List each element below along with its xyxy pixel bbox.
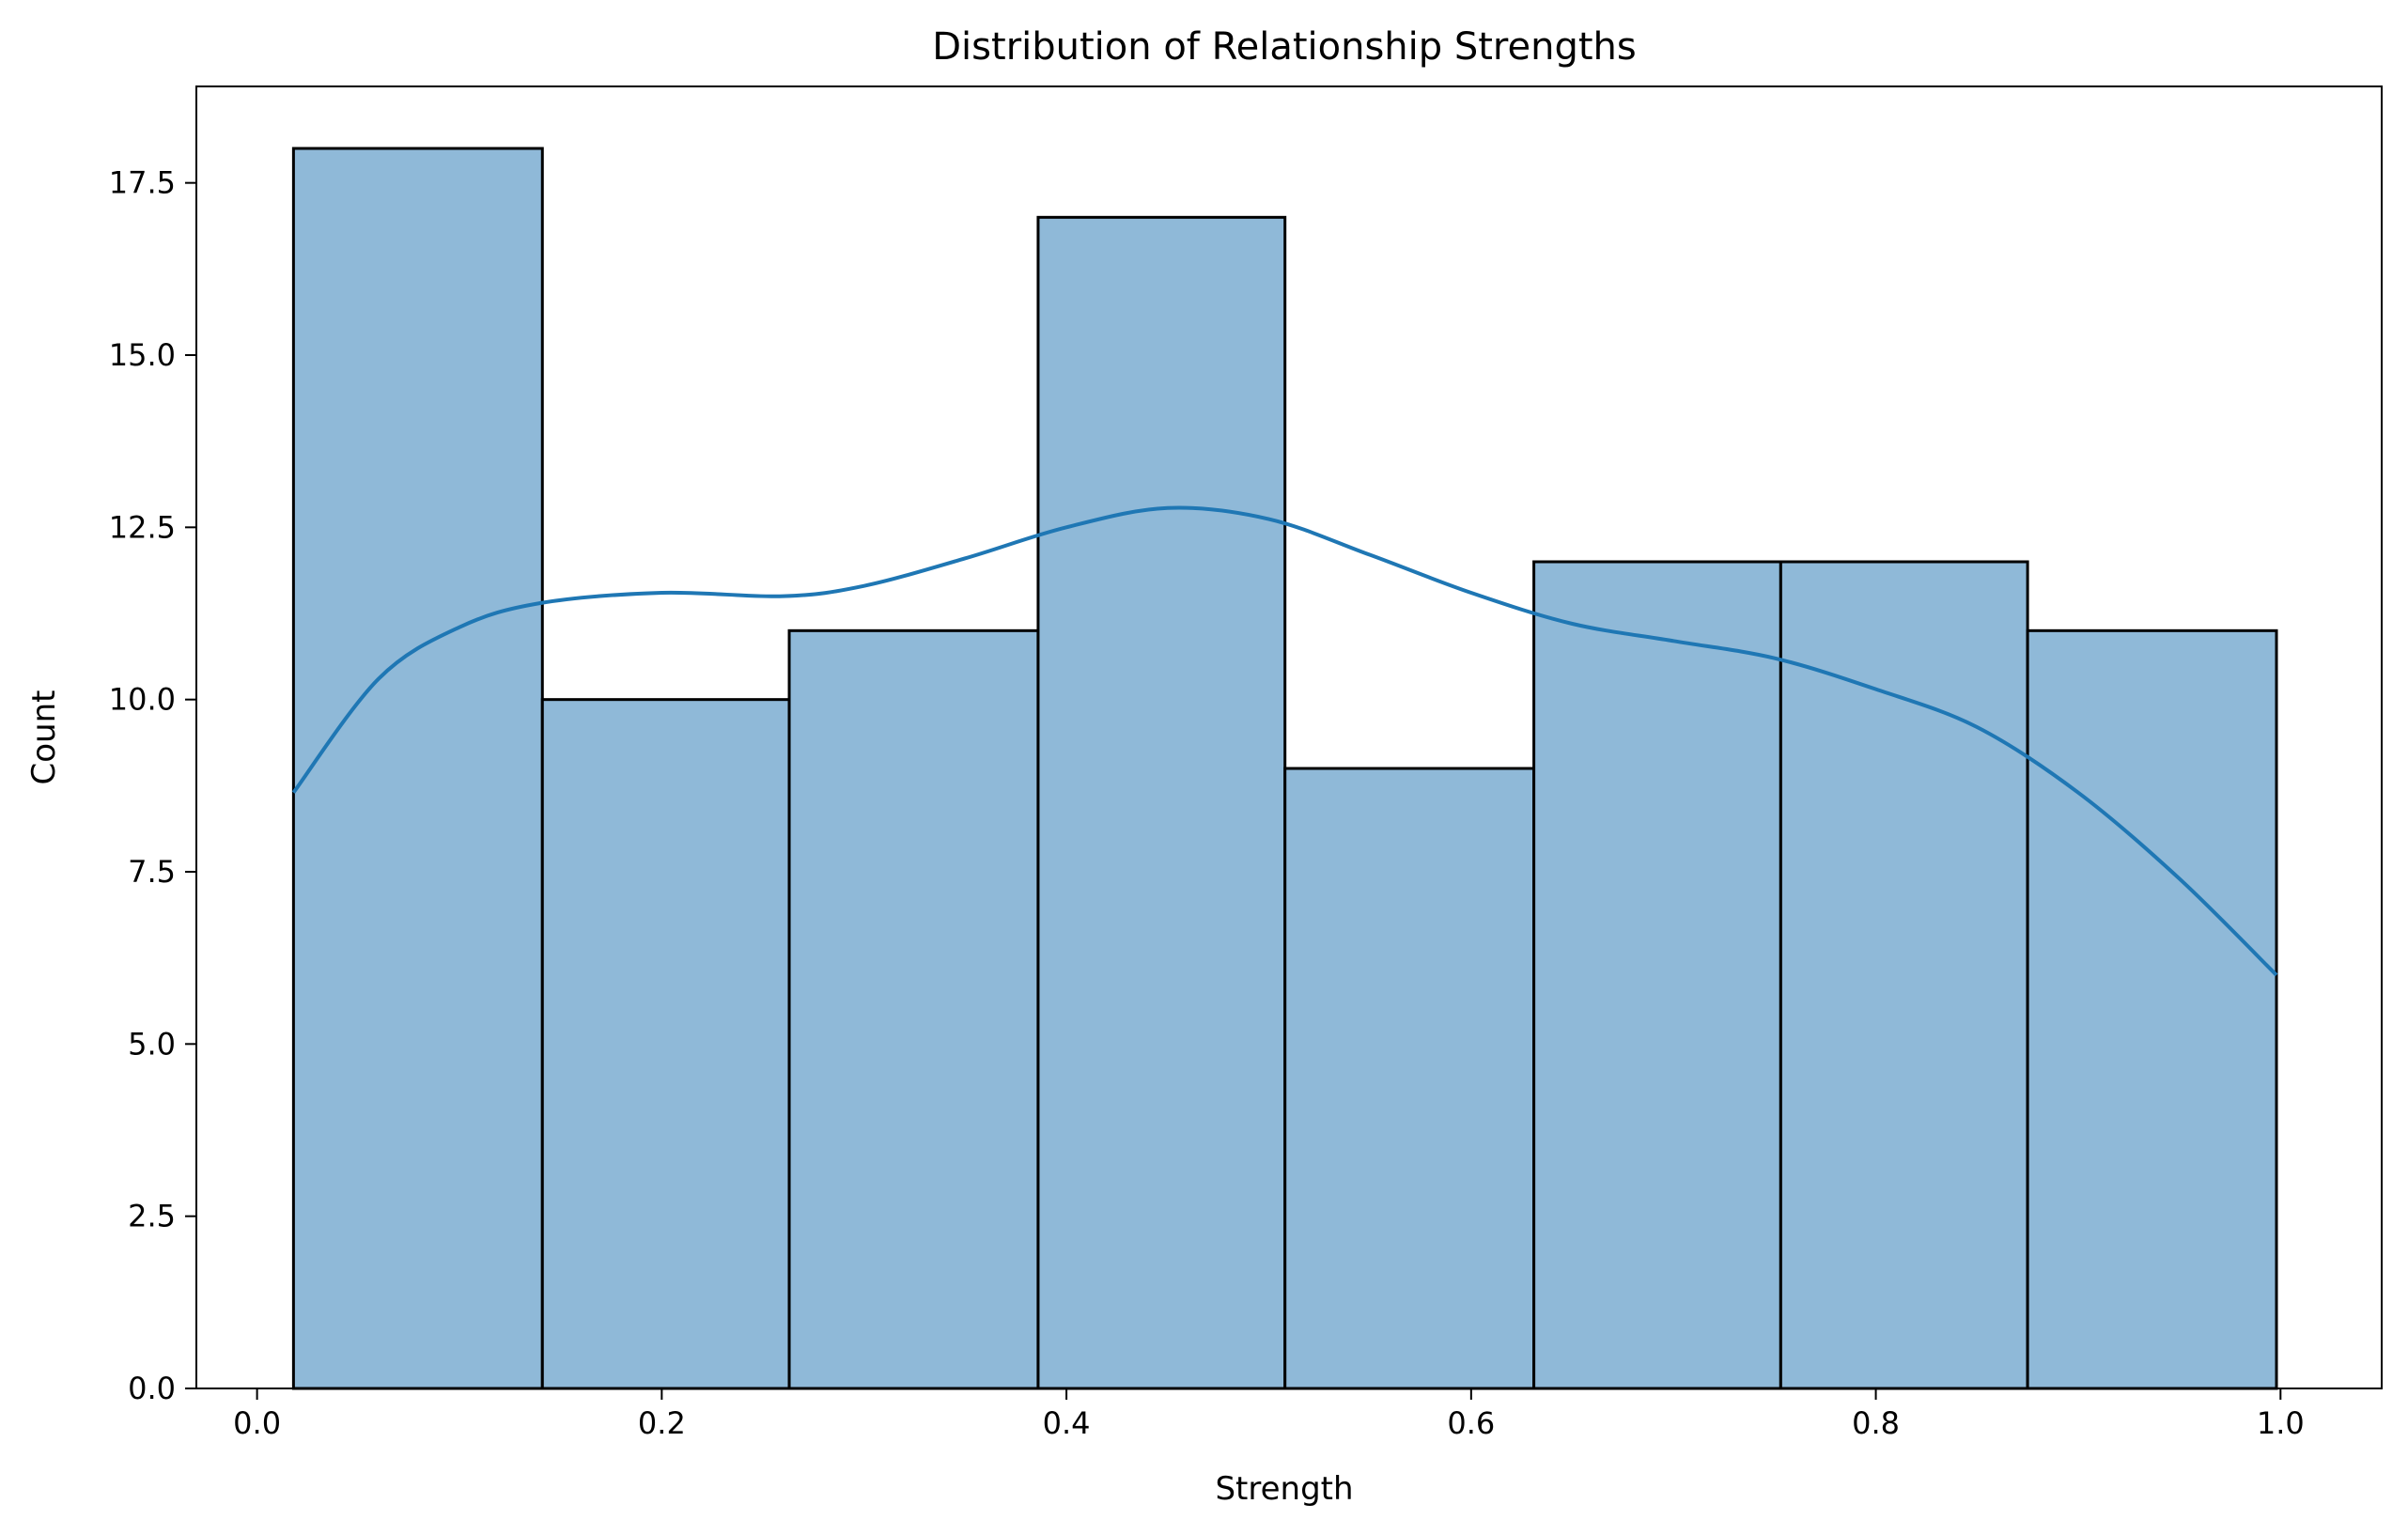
x-tick-label: 0.2 <box>638 1405 686 1441</box>
y-tick-label: 12.5 <box>109 509 176 545</box>
plot-frame <box>195 85 2383 1389</box>
y-tick-label: 5.0 <box>128 1026 176 1062</box>
histogram-bar-3 <box>787 628 1040 1390</box>
x-tick-label: 0.4 <box>1043 1405 1091 1441</box>
x-tick-label: 0.8 <box>1852 1405 1900 1441</box>
y-tick-label: 15.0 <box>109 337 176 373</box>
x-tick-label: 0.0 <box>233 1405 281 1441</box>
x-axis-ticks: 0.0 0.2 0.4 0.6 0.8 1.0 <box>233 1388 2305 1441</box>
y-axis-ticks: 0.0 2.5 5.0 7.5 10.0 12.5 15.0 17.5 <box>109 165 196 1406</box>
histogram-bar-8 <box>2026 628 2278 1390</box>
histogram-bar-2 <box>540 698 791 1390</box>
y-axis-label: Count <box>25 690 63 785</box>
histogram-bar-4 <box>1036 215 1287 1390</box>
chart-title: Distribution of Relationship Strengths <box>932 25 1636 69</box>
histogram-bar-7 <box>1779 560 2029 1390</box>
histogram-bar-6 <box>1532 560 1782 1390</box>
y-tick-label: 10.0 <box>109 682 176 718</box>
kde-curve <box>291 505 2278 977</box>
bars-layer <box>291 147 2278 1390</box>
x-tick-label: 0.6 <box>1447 1405 1495 1441</box>
x-tick-label: 1.0 <box>2257 1405 2305 1441</box>
y-tick-label: 0.0 <box>128 1371 176 1406</box>
histogram-bar-1 <box>291 147 544 1390</box>
histogram-bar-5 <box>1283 767 1536 1390</box>
y-tick-label: 2.5 <box>128 1199 176 1234</box>
kde-layer <box>291 505 2278 977</box>
y-tick-label: 7.5 <box>128 854 176 890</box>
y-tick-label: 17.5 <box>109 165 176 201</box>
x-axis-label: Strength <box>1215 1470 1353 1508</box>
